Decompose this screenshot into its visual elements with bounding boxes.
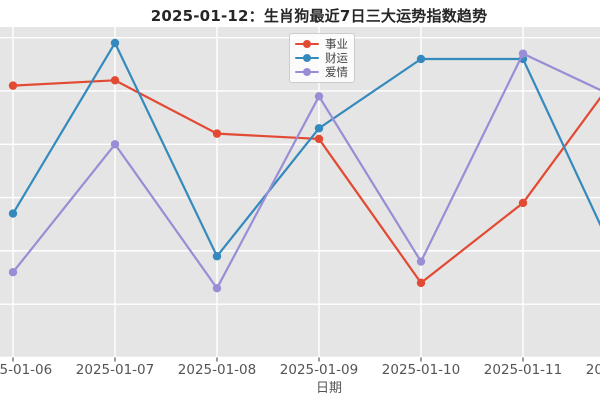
love-point-2 — [212, 284, 222, 293]
x-tick-label: 2025-01-10 — [382, 362, 460, 378]
career-point-1 — [110, 76, 120, 85]
legend-label-love: 爱情 — [325, 65, 348, 79]
wealth-point-2 — [212, 252, 222, 261]
love-point-4 — [416, 257, 426, 266]
chart-title: 2025-01-12：生肖狗最近7日三大运势指数趋势 — [150, 7, 488, 25]
love-point-1 — [110, 140, 120, 149]
x-tick-label: 2025-01-12 — [586, 362, 600, 378]
wealth-point-3 — [314, 124, 324, 133]
x-tick-label: 2025-01-09 — [280, 362, 358, 378]
legend-label-wealth: 财运 — [325, 51, 348, 65]
legend-item-career: 事业 — [295, 38, 348, 50]
legend-item-love: 爱情 — [295, 66, 348, 78]
career-point-3 — [314, 134, 324, 144]
career-point-0 — [8, 81, 18, 90]
love-point-5 — [518, 49, 528, 58]
wealth-point-1 — [110, 38, 120, 48]
legend-label-career: 事业 — [325, 37, 348, 51]
x-tick-label: 2025-01-07 — [76, 362, 154, 378]
wealth-point-0 — [8, 209, 18, 218]
career-line-marker-icon — [295, 40, 319, 49]
x-tick-label: 2025-01-06 — [0, 362, 52, 378]
career-point-2 — [212, 129, 222, 138]
x-axis-label: 日期 — [316, 381, 342, 396]
x-tick-label: 2025-01-08 — [178, 362, 256, 378]
career-point-4 — [416, 278, 426, 288]
career-point-5 — [518, 198, 528, 208]
chart-legend: 事业 财运 爱情 — [289, 33, 355, 83]
wealth-line-marker-icon — [295, 54, 319, 63]
x-tick-label: 2025-01-11 — [484, 362, 562, 378]
love-point-3 — [314, 92, 324, 101]
love-line-marker-icon — [295, 68, 319, 77]
legend-item-wealth: 财运 — [295, 52, 348, 64]
wealth-point-4 — [416, 54, 426, 64]
love-point-0 — [8, 268, 18, 277]
